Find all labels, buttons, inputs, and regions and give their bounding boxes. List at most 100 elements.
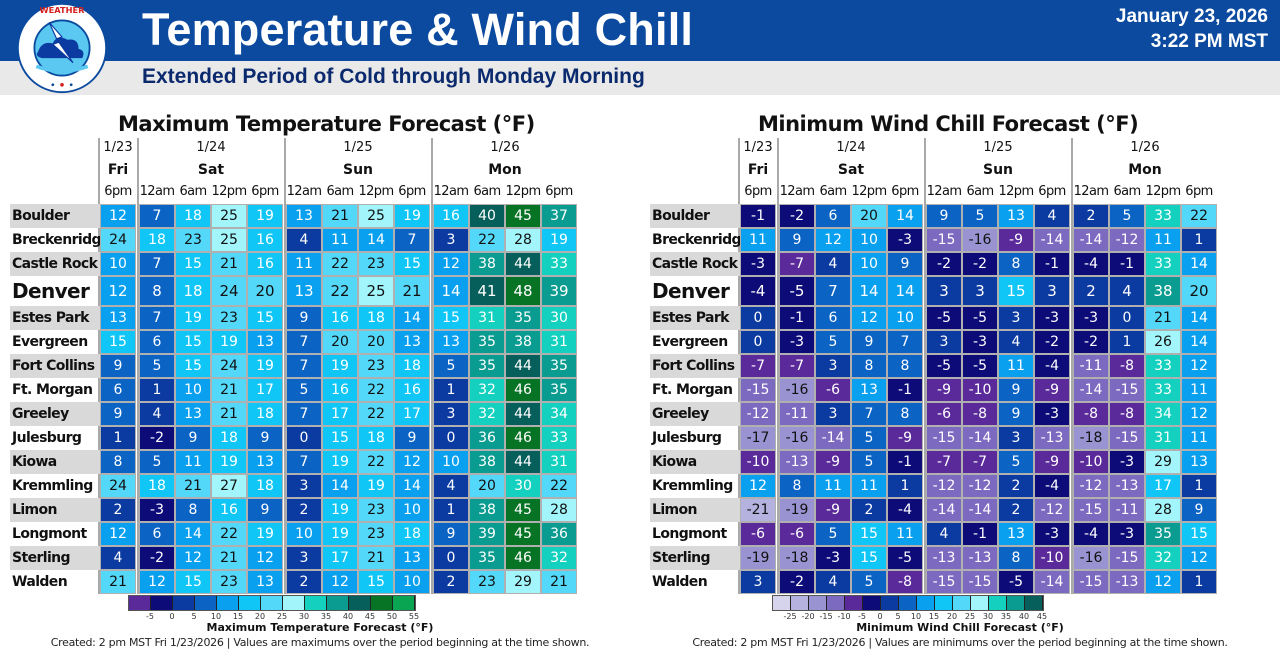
location-label: Longmont — [652, 526, 727, 542]
forecast-cell: 7 — [139, 252, 175, 276]
colorbar-tick: 20 — [254, 612, 266, 621]
forecast-cell: -18 — [779, 546, 815, 570]
colorbar-swatch — [971, 596, 989, 610]
forecast-cell: 5 — [815, 330, 851, 354]
forecast-cell: 18 — [175, 276, 211, 306]
forecast-cell: 2 — [1073, 276, 1109, 306]
forecast-cell: 22 — [541, 474, 577, 498]
forecast-cell: 19 — [322, 498, 358, 522]
forecast-cell: 11 — [998, 354, 1034, 378]
forecast-cell: 17 — [1145, 474, 1181, 498]
forecast-cell: 8 — [998, 252, 1034, 276]
forecast-cell: 36 — [469, 426, 505, 450]
forecast-cell: 3 — [433, 402, 469, 426]
table-row: Kiowa 8 5 11 19 13 7 19 22 12 10 38 44 31 — [10, 450, 580, 474]
forecast-cell: -6 — [740, 522, 776, 546]
forecast-cell: 11 — [322, 228, 358, 252]
column-day-1: Sat — [197, 162, 225, 178]
column-time: 6pm — [1038, 184, 1066, 199]
forecast-cell: -5 — [926, 306, 962, 330]
colorbar-swatch — [195, 596, 217, 610]
column-day-0: Fri — [107, 162, 129, 178]
forecast-cell: -16 — [779, 378, 815, 402]
forecast-cell: -2 — [779, 204, 815, 228]
forecast-cell: -14 — [962, 426, 998, 450]
forecast-cell: 5 — [998, 450, 1034, 474]
forecast-cell: 35 — [469, 354, 505, 378]
column-time: 12pm — [1145, 184, 1181, 199]
forecast-cell: 22 — [469, 228, 505, 252]
forecast-cell: 2 — [1073, 204, 1109, 228]
colorbar-tick: -25 — [783, 612, 797, 621]
forecast-cell: -2 — [139, 546, 175, 570]
forecast-cell: 48 — [505, 276, 541, 306]
table-row: Kremmling 12 8 11 11 1 -12 -12 2 -4 -12 -13 17 1 — [650, 474, 1220, 498]
day-divider — [777, 138, 779, 594]
colorbar-swatch — [1007, 596, 1025, 610]
forecast-cell: 44 — [505, 252, 541, 276]
max-temp-colorbar — [128, 595, 416, 611]
column-time: 6am — [326, 184, 354, 199]
forecast-cell: 14 — [322, 474, 358, 498]
forecast-cell: -14 — [962, 498, 998, 522]
location-label: Estes Park — [10, 306, 100, 330]
forecast-cell: 17 — [394, 402, 430, 426]
column-time: 6am — [966, 184, 994, 199]
forecast-cell: -8 — [1109, 402, 1145, 426]
forecast-cell: -1 — [962, 522, 998, 546]
forecast-cell: -3 — [1034, 522, 1070, 546]
column-time: 6pm — [1185, 184, 1213, 199]
location-label: Greeley — [650, 402, 740, 426]
column-date-0: 1/23 — [103, 140, 133, 155]
forecast-cell: 9 — [851, 330, 887, 354]
column-date-1: 1/24 — [836, 140, 866, 155]
colorbar-swatch — [809, 596, 827, 610]
location-label: Castle Rock — [650, 252, 740, 276]
colorbar-swatch — [217, 596, 239, 610]
forecast-cell: -14 — [1034, 228, 1070, 252]
colorbar-swatch — [349, 596, 371, 610]
forecast-cell: 7 — [851, 402, 887, 426]
forecast-cell: 19 — [322, 354, 358, 378]
wind-chill-title: Minimum Wind Chill Forecast (°F) — [758, 112, 1139, 136]
forecast-cell: 18 — [394, 354, 430, 378]
forecast-cell: 19 — [211, 330, 247, 354]
forecast-cell: 11 — [1181, 378, 1217, 402]
table-row: Boulder 12 7 18 25 19 13 21 25 19 16 40 45 37 — [10, 204, 580, 228]
forecast-cell: 41 — [469, 276, 505, 306]
forecast-cell: 18 — [247, 402, 283, 426]
forecast-cell: 22 — [322, 252, 358, 276]
forecast-cell: 17 — [322, 546, 358, 570]
forecast-cell: 18 — [139, 228, 175, 252]
table-row: Boulder -1 -2 6 20 14 9 5 13 4 2 5 33 22 — [650, 204, 1220, 228]
forecast-cell: 9 — [926, 204, 962, 228]
forecast-cell: 9 — [998, 402, 1034, 426]
forecast-cell: -12 — [1073, 474, 1109, 498]
forecast-cell: 10 — [887, 306, 923, 330]
forecast-cell: 38 — [1145, 276, 1181, 306]
forecast-cell: -11 — [779, 402, 815, 426]
column-time: 12pm — [211, 184, 247, 199]
location-label: Denver — [652, 279, 730, 303]
colorbar-swatch — [1025, 596, 1043, 610]
forecast-cell: 4 — [139, 402, 175, 426]
location-label: Ft. Morgan — [652, 382, 733, 398]
forecast-cell: 0 — [433, 546, 469, 570]
forecast-cell: 5 — [962, 204, 998, 228]
table-row: Walden 3 -2 4 5 -8 -15 -15 -5 -14 -15 -13 12 1 — [650, 570, 1220, 594]
column-day-3: Mon — [1128, 162, 1162, 178]
max-temp-panel: Maximum Temperature Forecast (°F) 1/23 Fr… — [0, 110, 640, 668]
forecast-cell: 2 — [286, 570, 322, 594]
column-time: 6pm — [744, 184, 772, 199]
location-label: Denver — [12, 279, 90, 303]
forecast-cell: 13 — [247, 570, 283, 594]
colorbar-tick: 55 — [408, 612, 420, 621]
max-temp-legend-label: Maximum Temperature Forecast (°F) — [206, 621, 434, 634]
forecast-cell: -10 — [740, 450, 776, 474]
forecast-cell: 31 — [541, 330, 577, 354]
location-label: Kremmling — [652, 478, 733, 494]
forecast-cell: 8 — [887, 354, 923, 378]
forecast-cell: -14 — [1073, 228, 1109, 252]
forecast-cell: 19 — [541, 228, 577, 252]
forecast-cell: -15 — [1109, 546, 1145, 570]
